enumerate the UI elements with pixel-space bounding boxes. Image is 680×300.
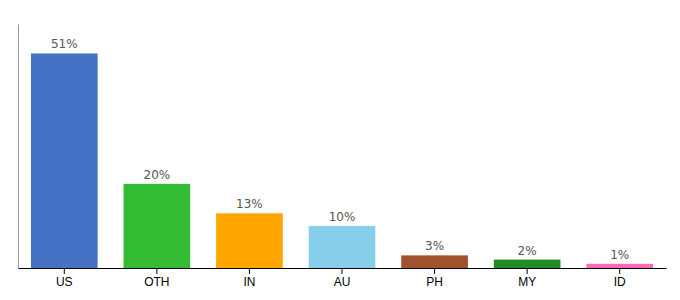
x-tick-mark (249, 268, 250, 274)
bars (31, 53, 653, 268)
x-tick-label: US (56, 275, 73, 289)
bar (31, 53, 98, 268)
data-label: 2% (518, 244, 537, 258)
data-labels: 51% 20% 13% 10% 3% 2% 1% (51, 37, 629, 261)
bar (124, 184, 191, 268)
bar (216, 213, 283, 268)
x-tick-label: ID (614, 275, 626, 289)
x-axis: US OTH IN AU PH MY ID (19, 268, 667, 289)
x-tick-mark (434, 268, 435, 274)
data-label: 1% (610, 248, 629, 262)
x-tick: OTH (144, 268, 169, 289)
chart-container: US OTH IN AU PH MY ID 51% 20% 13% 10% 3% 2% 1% (0, 0, 680, 300)
x-tick: PH (426, 268, 443, 289)
data-label: 10% (329, 210, 356, 224)
x-tick: AU (334, 268, 351, 289)
x-tick-mark (342, 268, 343, 274)
x-tick-label: IN (243, 275, 255, 289)
y-axis (18, 25, 19, 269)
data-label: 3% (425, 239, 444, 253)
data-label: 20% (144, 168, 171, 182)
x-tick-mark (64, 268, 65, 274)
bar (401, 255, 468, 268)
x-tick-mark (156, 268, 157, 274)
x-tick-mark (619, 268, 620, 274)
x-tick-label: OTH (144, 275, 169, 289)
x-tick-label: PH (426, 275, 443, 289)
bar (586, 264, 653, 268)
x-tick-label: AU (334, 275, 351, 289)
chart-svg: US OTH IN AU PH MY ID 51% 20% 13% 10% 3% 2% 1% (0, 0, 680, 300)
x-tick: US (56, 268, 73, 289)
x-tick: ID (614, 268, 626, 289)
bar (494, 260, 561, 268)
plot-area: US OTH IN AU PH MY ID 51% 20% 13% 10% 3% 2% 1% (19, 25, 667, 289)
x-tick: IN (243, 268, 255, 289)
x-tick-mark (527, 268, 528, 274)
data-label: 13% (236, 197, 263, 211)
x-tick-label: MY (518, 275, 536, 289)
data-label: 51% (51, 37, 78, 51)
bar (309, 226, 376, 268)
y-axis-line (18, 25, 19, 269)
x-tick: MY (518, 268, 536, 289)
